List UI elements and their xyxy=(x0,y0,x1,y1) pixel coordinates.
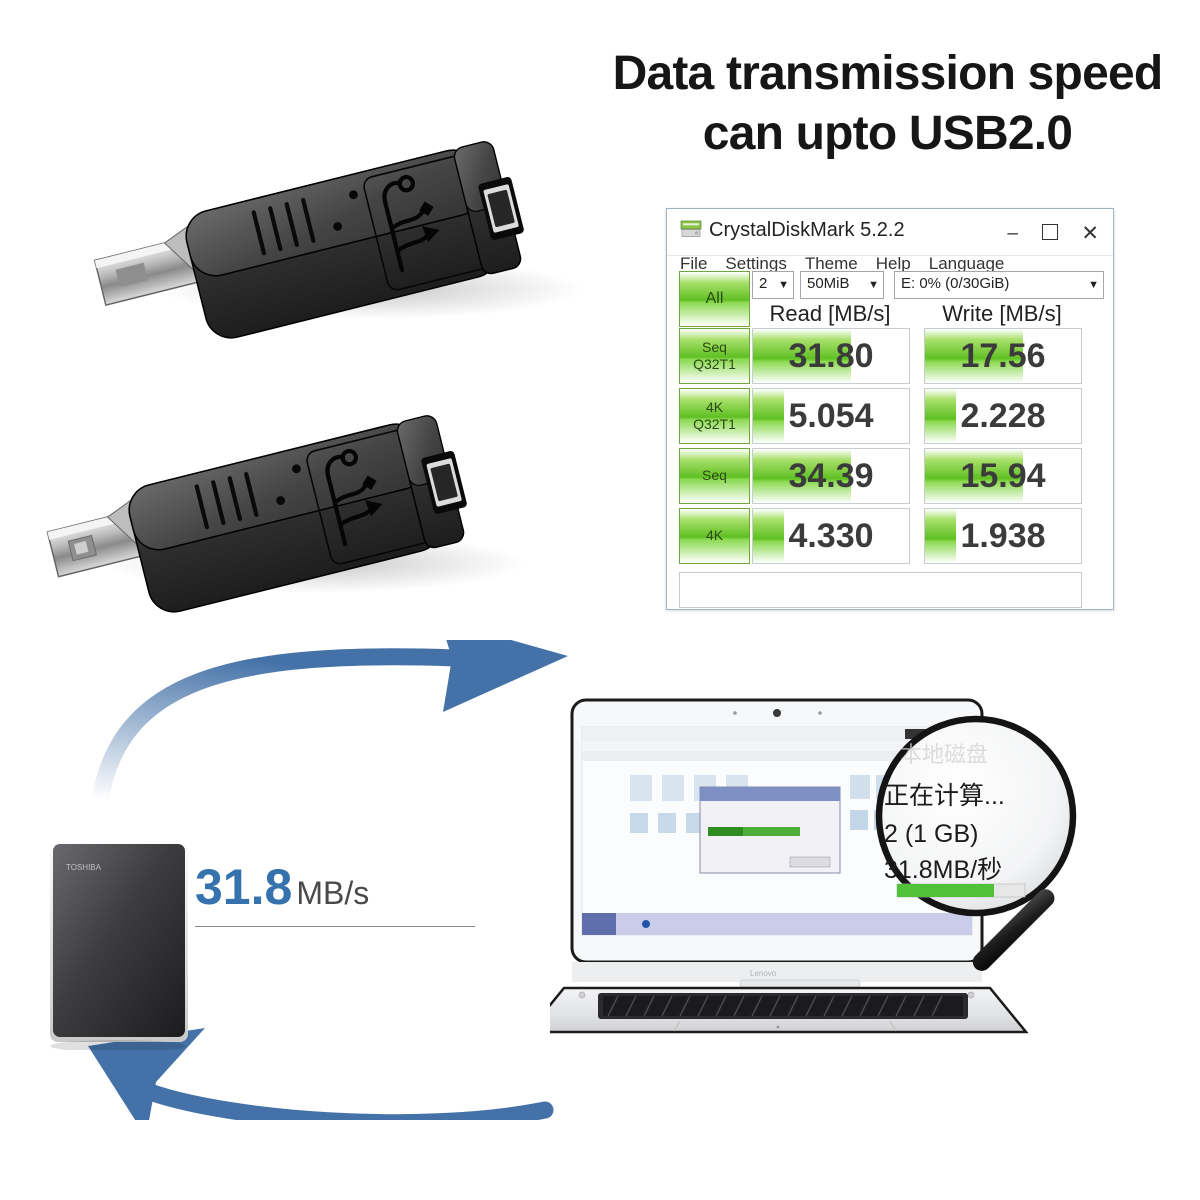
svg-text:正在计算...: 正在计算... xyxy=(884,782,1005,810)
svg-text:Lenovo: Lenovo xyxy=(750,969,777,978)
svg-text:2 (1 GB): 2 (1 GB) xyxy=(884,820,978,848)
svg-text:TOSHIBA: TOSHIBA xyxy=(66,863,102,872)
svg-text:本地磁盘: 本地磁盘 xyxy=(900,742,988,767)
svg-text:31.8MB/秒: 31.8MB/秒 xyxy=(884,856,1002,884)
